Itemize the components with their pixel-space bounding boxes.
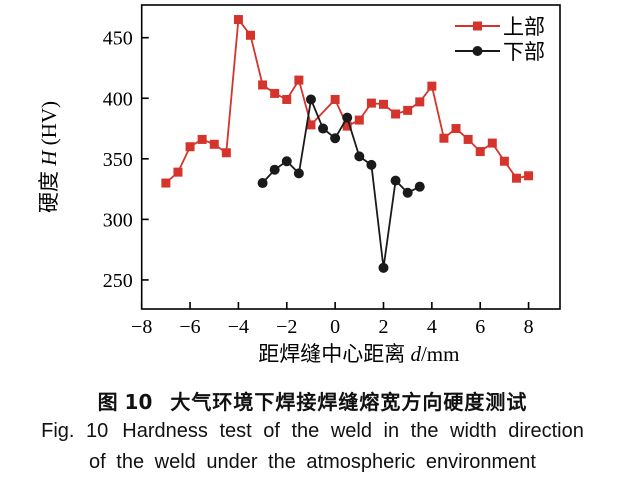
caption-english-line2: of the weld under the atmospheric enviro… xyxy=(0,451,625,474)
series-upper-marker xyxy=(185,142,195,152)
series-upper-marker xyxy=(487,138,497,148)
series-upper-marker xyxy=(511,173,521,183)
caption-chinese: 图 10 大气环境下焊接焊缝熔宽方向硬度测试 xyxy=(0,386,625,415)
y-axis-label: 硬度 H (HV) xyxy=(37,101,61,213)
series-upper-marker xyxy=(161,178,171,188)
series-upper-marker xyxy=(197,134,207,144)
series-upper-marker xyxy=(427,81,437,91)
hardness-line-chart: −8 −6 −4 −2 0 2 4 6 8 250 300 350 400 450 距焊缝中心距离 d/mm… xyxy=(37,4,561,366)
series-upper-marker xyxy=(306,120,316,130)
series-upper-line xyxy=(165,17,529,184)
series-upper-marker xyxy=(246,30,256,40)
series-lower-marker xyxy=(390,175,401,186)
y-tick-label: 350 xyxy=(103,149,133,171)
series-upper-marker xyxy=(475,147,485,157)
series-lower-marker xyxy=(318,123,329,134)
x-axis-label: 距焊缝中心距离 d/mm xyxy=(258,342,459,366)
y-tick-label: 250 xyxy=(103,270,133,292)
series-lower-marker xyxy=(354,151,365,162)
series-upper-marker xyxy=(524,171,534,181)
series-lower-marker xyxy=(402,187,413,198)
series-upper-marker xyxy=(221,148,231,158)
series-upper-marker xyxy=(330,94,340,104)
series-lower-marker xyxy=(366,159,377,170)
series-upper-marker xyxy=(391,109,401,119)
legend-label-upper: 上部 xyxy=(503,15,545,39)
x-tick-label: −4 xyxy=(228,316,249,338)
legend-marker-lower xyxy=(472,46,483,56)
series-lower xyxy=(257,94,425,273)
series-upper-marker xyxy=(294,75,304,85)
series-upper xyxy=(161,15,534,188)
series-lower-marker xyxy=(305,94,316,105)
legend-marker-upper xyxy=(473,21,482,31)
x-tick-label: −2 xyxy=(276,316,297,338)
caption-en-text-line2: of the weld under the atmospheric enviro… xyxy=(89,451,536,473)
series-upper-marker xyxy=(499,156,509,166)
series-upper-marker xyxy=(415,97,425,107)
series-lower-marker xyxy=(269,164,280,175)
series-upper-marker xyxy=(378,99,388,109)
y-tick-label: 450 xyxy=(103,28,133,50)
x-tick-label: 4 xyxy=(427,316,437,338)
caption-en-figure-number: Fig. 10 xyxy=(41,420,109,442)
series-lower-marker xyxy=(342,112,353,123)
plot-frame xyxy=(140,4,561,310)
caption-english-line1: Fig. 10 Hardness test of the weld in the … xyxy=(0,420,625,443)
series-upper-marker xyxy=(270,88,280,98)
x-tick-label: 2 xyxy=(378,316,388,338)
series-lower-marker xyxy=(293,168,304,179)
series-upper-marker xyxy=(342,121,352,131)
x-tick-label: 8 xyxy=(524,316,534,338)
x-tick-label: −8 xyxy=(131,316,152,338)
series-upper-marker xyxy=(463,134,473,144)
caption-zh-text: 大气环境下焊接焊缝熔宽方向硬度测试 xyxy=(170,390,528,414)
caption-zh-figure-number: 图 10 xyxy=(97,390,153,414)
series-lower-marker xyxy=(330,133,341,144)
series-upper-marker xyxy=(403,105,413,115)
series-upper-marker xyxy=(258,80,268,90)
series-upper-marker xyxy=(439,133,449,143)
y-tick-label: 300 xyxy=(103,209,133,231)
series-upper-marker xyxy=(451,124,461,134)
x-tick-label: 0 xyxy=(330,316,340,338)
y-tick-label: 400 xyxy=(103,88,133,110)
series-lower-marker xyxy=(378,262,389,273)
series-upper-marker xyxy=(173,167,183,177)
x-tick-label: 6 xyxy=(475,316,485,338)
caption-en-text-line1: Hardness test of the weld in the width d… xyxy=(122,420,584,442)
series-upper-marker xyxy=(282,94,292,104)
series-lower-marker xyxy=(281,156,292,167)
series-upper-marker xyxy=(354,115,364,125)
series-upper-marker xyxy=(233,15,243,25)
series-lower-marker xyxy=(414,181,425,192)
legend-label-lower: 下部 xyxy=(503,40,545,64)
series-upper-marker xyxy=(209,139,219,149)
x-tick-label: −6 xyxy=(179,316,200,338)
series-lower-marker xyxy=(257,178,268,189)
series-upper-marker xyxy=(366,98,376,108)
